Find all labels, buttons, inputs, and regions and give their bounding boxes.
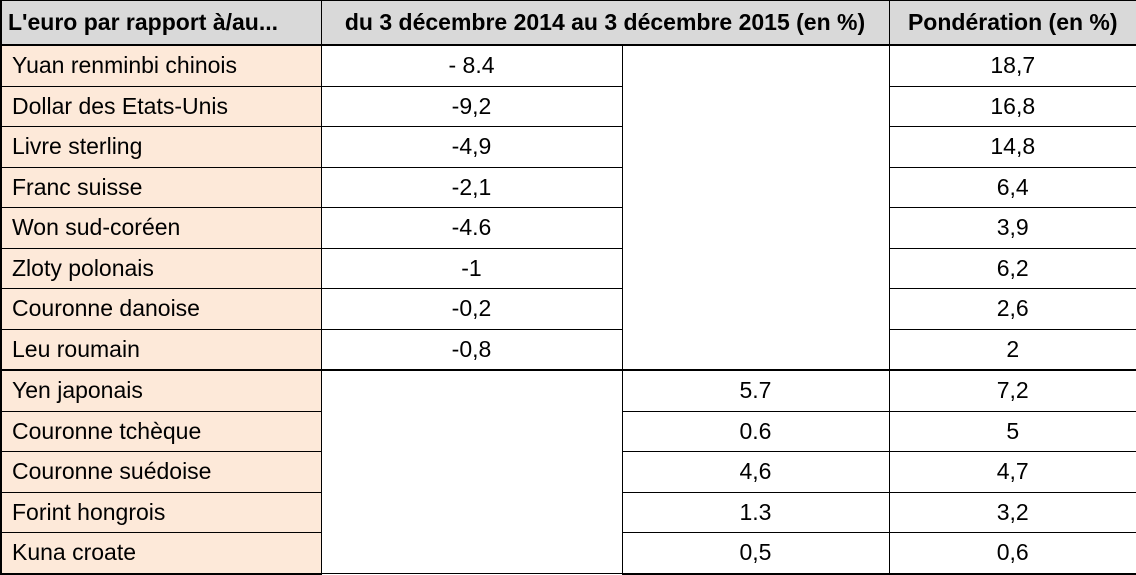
variation-value: 0,5	[621, 532, 890, 575]
variation-value: 4,6	[621, 451, 890, 493]
variation-value: -4,9	[320, 126, 623, 168]
weight-value: 16,8	[888, 85, 1136, 127]
header-weight: Pondération (en %)	[888, 0, 1136, 46]
currency-name: Leu roumain	[0, 328, 322, 371]
table-row: Couronne suédoise 4,6 4,7	[0, 451, 1136, 493]
variation-value: -2,1	[320, 166, 623, 208]
weight-value: 6,4	[888, 166, 1136, 208]
variation-value: 5.7	[621, 369, 890, 412]
table-row: Livre sterling -4,9 14,8	[0, 126, 1136, 168]
currency-name: Franc suisse	[0, 166, 322, 208]
currency-name: Couronne tchèque	[0, 410, 322, 452]
variation-value: 1.3	[621, 491, 890, 533]
table-row: Couronne danoise -0,2 2,6	[0, 288, 1136, 330]
weight-value: 7,2	[888, 369, 1136, 412]
weight-value: 0,6	[888, 532, 1136, 575]
variation-value: -1	[320, 247, 623, 289]
table-row: Forint hongrois 1.3 3,2	[0, 491, 1136, 533]
table-row: Dollar des Etats-Unis -9,2 16,8	[0, 85, 1136, 127]
currency-name: Zloty polonais	[0, 247, 322, 289]
currency-name: Yuan renminbi chinois	[0, 44, 322, 87]
currency-name: Couronne suédoise	[0, 451, 322, 493]
weight-value: 2	[888, 328, 1136, 371]
weight-value: 4,7	[888, 451, 1136, 493]
variation-value: -0,2	[320, 288, 623, 330]
table-row: Yen japonais 5.7 7,2	[0, 369, 1136, 574]
variation-value: -0,8	[320, 328, 623, 371]
currency-name: Yen japonais	[0, 369, 322, 412]
variation-value: - 8.4	[320, 44, 623, 87]
variation-value: -9,2	[320, 85, 623, 127]
variation-value: -4.6	[320, 207, 623, 249]
weight-value: 2,6	[888, 288, 1136, 330]
table-row: Kuna croate 0,5 0,6	[0, 532, 1136, 575]
table-row: Franc suisse -2,1 6,4	[0, 166, 1136, 208]
weight-value: 6,2	[888, 247, 1136, 289]
header-currency: L'euro par rapport à/au...	[0, 0, 322, 46]
variation-value: 0.6	[621, 410, 890, 452]
weight-value: 18,7	[888, 44, 1136, 87]
currency-name: Couronne danoise	[0, 288, 322, 330]
header-variation: du 3 décembre 2014 au 3 décembre 2015 (e…	[320, 0, 890, 46]
table-row: Yuan renminbi chinois - 8.4 18,7	[0, 44, 1136, 371]
currency-name: Livre sterling	[0, 126, 322, 168]
currency-name: Kuna croate	[0, 532, 322, 575]
currency-name: Forint hongrois	[0, 491, 322, 533]
weight-value: 14,8	[888, 126, 1136, 168]
weight-value: 3,2	[888, 491, 1136, 533]
table-row: Won sud-coréen -4.6 3,9	[0, 207, 1136, 249]
weight-value: 3,9	[888, 207, 1136, 249]
header-row: L'euro par rapport à/au... du 3 décembre…	[0, 0, 1136, 46]
table-row: Leu roumain -0,8 2	[0, 328, 1136, 371]
weight-value: 5	[888, 410, 1136, 452]
table-row: Zloty polonais -1 6,2	[0, 247, 1136, 289]
empty-cell	[621, 44, 890, 371]
currency-name: Dollar des Etats-Unis	[0, 85, 322, 127]
empty-cell	[320, 369, 623, 574]
table-row: Couronne tchèque 0.6 5	[0, 410, 1136, 452]
currency-name: Won sud-coréen	[0, 207, 322, 249]
